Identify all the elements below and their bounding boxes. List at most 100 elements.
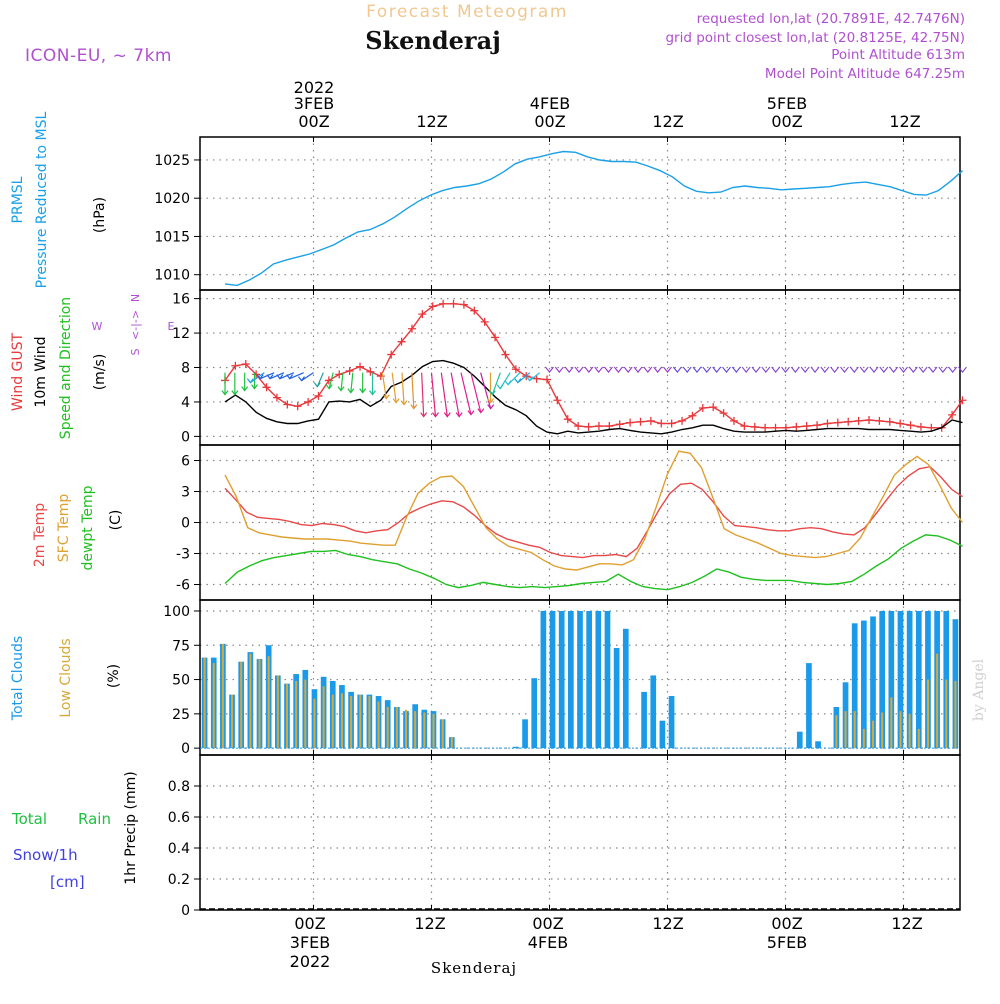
clouds-ytick-label: 50 <box>172 673 190 689</box>
wind-arrow <box>480 372 492 409</box>
wind-arrow-head <box>241 386 249 392</box>
temperature-ytick-label: -3 <box>176 547 190 563</box>
total-cloud-bar <box>531 678 538 749</box>
total-cloud-bar <box>577 610 583 749</box>
dewpt-temp-line <box>224 534 963 591</box>
total-cloud-bar <box>897 610 904 749</box>
low-cloud-bar <box>386 706 389 749</box>
wind-arrow-calm <box>869 366 879 373</box>
low-cloud-bar <box>258 658 261 749</box>
label-10m-wind: 10m Wind <box>33 336 49 407</box>
wind-arrow-calm <box>554 366 564 373</box>
wind-arrow-calm <box>741 366 751 373</box>
bottom-date-year: 2022 <box>290 952 331 971</box>
wind-ytick-label: 12 <box>172 326 190 342</box>
gust-marker <box>262 383 271 392</box>
low-cloud-bar <box>395 706 398 749</box>
total-cloud-bar <box>568 610 574 749</box>
wind-arrow-head <box>432 412 439 418</box>
wind-panel: 0 4 8 12 16 <box>172 289 967 446</box>
compass-e: E <box>168 320 175 333</box>
wind-arrow-calm <box>810 366 820 373</box>
wind-arrow <box>411 372 415 409</box>
clouds-ytick-label: 0 <box>181 741 190 757</box>
total-cloud-bar <box>549 610 556 749</box>
total-cloud-bar <box>604 610 611 749</box>
label-pressure-msl: Pressure Reduced to MSL <box>34 111 50 288</box>
wind-arrow-calm <box>771 366 781 373</box>
10m-wind-line <box>224 359 963 435</box>
wind-arrow-head <box>526 376 534 382</box>
low-cloud-bar <box>322 686 325 749</box>
gust-marker <box>958 396 967 405</box>
gust-marker <box>823 419 832 428</box>
wind-arrow-calm <box>722 366 731 373</box>
wind-arrow <box>491 372 501 395</box>
total-cloud-bar <box>806 663 812 749</box>
wind-arrow-head <box>488 390 496 396</box>
gust-marker <box>418 310 427 319</box>
total-cloud-bar <box>815 741 821 749</box>
top-date-4feb: 4FEB <box>530 94 570 113</box>
gust-marker <box>740 422 749 431</box>
total-cloud-bar <box>861 620 867 749</box>
low-cloud-bar <box>945 679 948 749</box>
low-cloud-bar <box>203 657 206 749</box>
label-hpa: (hPa) <box>92 197 108 233</box>
gust-marker <box>459 300 468 309</box>
low-cloud-bar <box>221 643 224 749</box>
gust-marker <box>563 415 572 424</box>
label-percent: (%) <box>106 664 122 688</box>
wind-ytick-label: 0 <box>181 429 190 445</box>
wind-arrow-calm <box>879 366 889 373</box>
total-cloud-bar <box>613 648 620 749</box>
wind-arrow-head <box>325 384 333 390</box>
low-cloud-bar <box>359 694 362 749</box>
wind-arrow-calm <box>712 366 722 373</box>
label-low-clouds: Low Clouds <box>58 638 74 717</box>
pressure-ytick-label: 1020 <box>154 191 190 207</box>
gust-marker <box>480 317 489 326</box>
low-cloud-bar <box>423 712 426 749</box>
wind-arrow <box>328 372 334 389</box>
gust-marker <box>304 397 313 406</box>
gust-marker <box>501 350 510 359</box>
gust-marker <box>532 374 541 383</box>
top-hour-3: 00Z <box>534 112 565 131</box>
wind-arrow-calm <box>840 366 849 373</box>
wind-arrow-head <box>392 398 400 404</box>
gust-marker <box>646 416 655 425</box>
wind-arrow-calm <box>574 366 584 373</box>
wind-arrow-head <box>443 412 451 418</box>
wind-arrow-calm <box>908 366 918 373</box>
wind-arrow-head <box>455 412 463 418</box>
low-cloud-bar <box>936 653 939 749</box>
bottom-hour-4: 12Z <box>652 914 683 933</box>
wind-arrow-head <box>487 398 494 404</box>
wind-arrow-head <box>337 386 345 392</box>
gust-marker <box>574 422 583 431</box>
gust-marker <box>750 422 759 431</box>
label-wind-gust: Wind GUST <box>10 332 26 411</box>
low-cloud-bar <box>835 715 838 749</box>
precipitation-ytick-label: 0 <box>181 903 190 919</box>
label-sfc-temp: SFC Temp <box>56 494 72 563</box>
low-cloud-bar <box>267 656 270 749</box>
total-cloud-bar <box>641 691 647 749</box>
gust-marker <box>335 370 344 379</box>
wind-arrow-calm <box>663 366 672 373</box>
pressure-ytick-label: 1010 <box>154 268 190 284</box>
gust-marker <box>594 422 603 431</box>
temperature-ytick-label: 6 <box>181 454 190 470</box>
gust-marker <box>813 421 822 430</box>
gust-marker <box>698 403 707 412</box>
wind-arrow-head <box>256 374 264 380</box>
gust-marker <box>397 337 406 346</box>
label-dewpt-temp: dewpt Temp <box>80 485 96 570</box>
wind-ytick-label: 4 <box>181 395 190 411</box>
low-cloud-bar <box>871 720 875 749</box>
wind-arrow <box>470 372 482 413</box>
gust-marker <box>792 422 801 431</box>
wind-arrow <box>440 372 448 417</box>
wind-compass: N <-|-> S W E <box>92 294 175 356</box>
